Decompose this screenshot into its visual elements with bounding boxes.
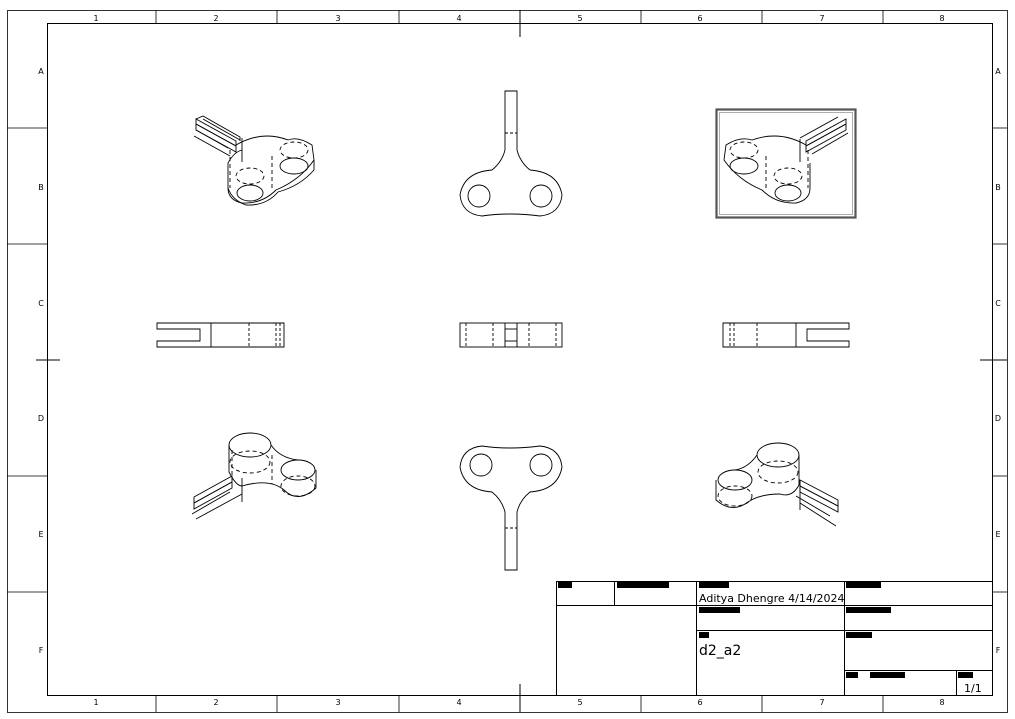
- zone-label-bottom: 5: [577, 698, 582, 707]
- top-view-middle: [459, 322, 563, 348]
- isometric-view-bottom-right: [715, 442, 839, 527]
- centering-marks: [36, 10, 1007, 712]
- zone-label-left: D: [38, 414, 44, 423]
- zone-label-top: 6: [697, 14, 702, 23]
- zone-label-top: 7: [819, 14, 824, 23]
- zone-label-bottom: 7: [819, 698, 824, 707]
- side-view-left: [156, 322, 285, 348]
- redacted-fields: [558, 582, 973, 678]
- zone-label-left: E: [38, 530, 43, 539]
- zone-label-top: 8: [939, 14, 944, 23]
- zone-label-right: B: [995, 183, 1001, 192]
- zone-label-top: 4: [456, 14, 461, 23]
- isometric-view-bottom-left: [191, 432, 317, 520]
- outer-frame: [7, 10, 1008, 713]
- zone-label-bottom: 2: [213, 698, 218, 707]
- zone-label-bottom: 6: [697, 698, 702, 707]
- zone-label-right: F: [996, 646, 1001, 655]
- zone-label-right: C: [995, 299, 1001, 308]
- zone-label-bottom: 8: [939, 698, 944, 707]
- front-view-top: [459, 90, 563, 217]
- zone-label-right: A: [995, 67, 1001, 76]
- zone-label-top: 2: [213, 14, 218, 23]
- isometric-view-top-left: [193, 115, 315, 206]
- title-block-drawing-name: d2_a2: [699, 643, 741, 659]
- front-view-bottom: [459, 445, 563, 571]
- zone-label-bottom: 4: [456, 698, 461, 707]
- zone-label-left: C: [38, 299, 44, 308]
- title-block-sheet-number: 1/1: [964, 682, 982, 695]
- zone-label-left: A: [38, 67, 44, 76]
- zone-label-right: D: [995, 414, 1001, 423]
- zone-labels: 1 1 2 2 3 3 4 4 5 5 6 6 7 7 8 8 A A B B C C D D E E F F: [38, 14, 1001, 707]
- title-block-author-date: Aditya Dhengre 4/14/2024: [699, 592, 845, 605]
- zone-label-bottom: 3: [335, 698, 340, 707]
- zone-label-top: 5: [577, 14, 582, 23]
- zone-label-top: 1: [93, 14, 98, 23]
- zone-label-left: B: [38, 183, 44, 192]
- isometric-view-top-right-selected: [715, 108, 857, 219]
- zone-ticks: [7, 10, 1007, 712]
- side-view-right: [722, 322, 850, 348]
- zone-label-bottom: 1: [93, 698, 98, 707]
- zone-label-right: E: [995, 530, 1000, 539]
- zone-label-top: 3: [335, 14, 340, 23]
- title-block: [556, 581, 993, 696]
- zone-label-left: F: [39, 646, 44, 655]
- inner-frame: [47, 23, 993, 696]
